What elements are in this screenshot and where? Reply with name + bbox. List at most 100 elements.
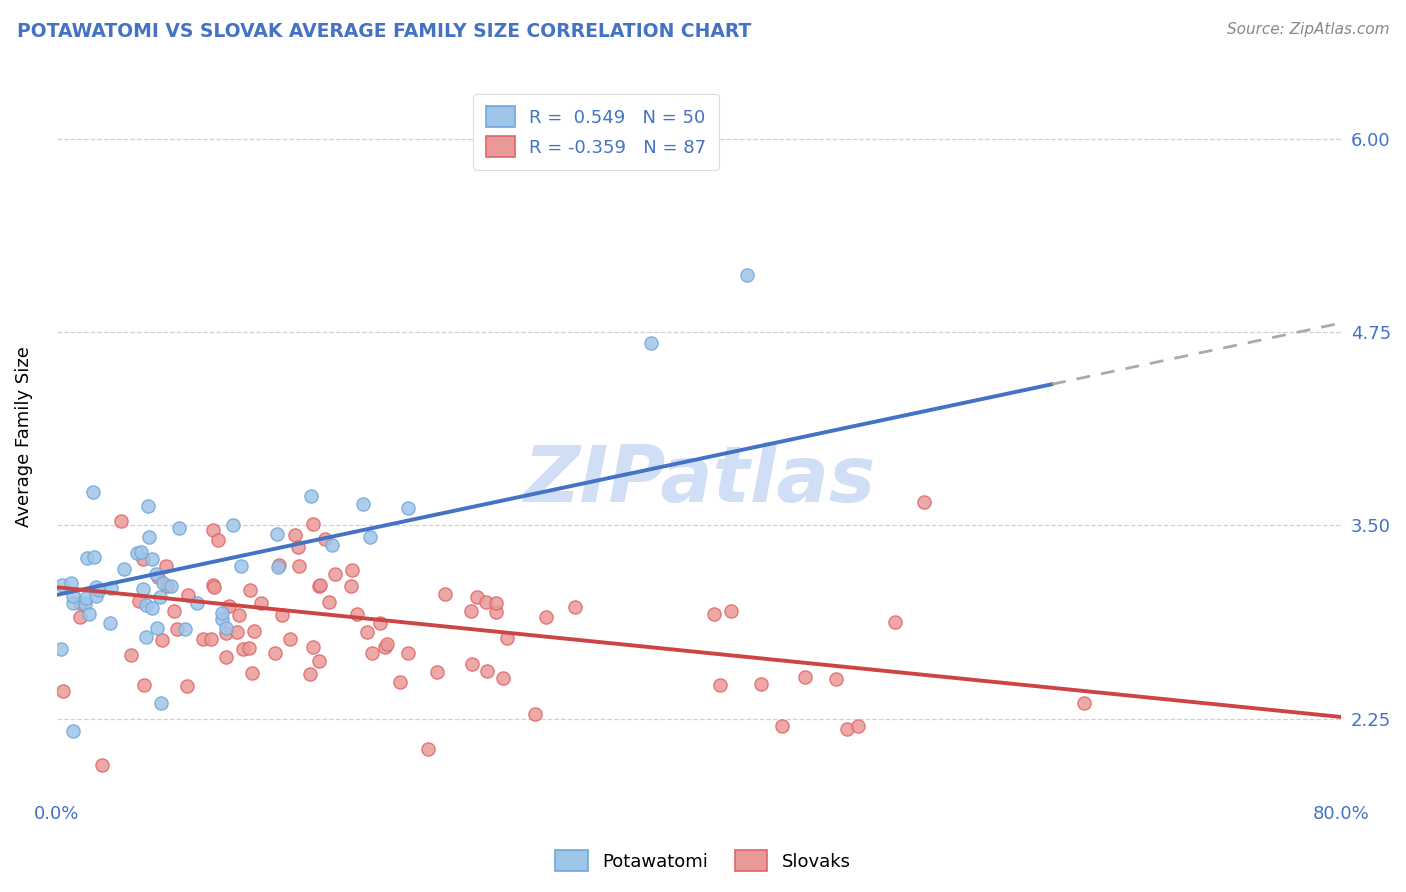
Point	[298, 667, 321, 681]
Point	[301, 516, 323, 531]
Point	[221, 518, 243, 533]
Point	[155, 559, 177, 574]
Point	[912, 495, 935, 509]
Point	[69, 596, 91, 610]
Point	[62, 724, 84, 739]
Point	[396, 500, 419, 515]
Point	[396, 646, 419, 660]
Point	[141, 551, 163, 566]
Point	[186, 596, 208, 610]
Point	[62, 589, 84, 603]
Text: Source: ZipAtlas.com: Source: ZipAtlas.com	[1226, 22, 1389, 37]
Point	[211, 612, 233, 626]
Point	[207, 533, 229, 547]
Point	[163, 603, 186, 617]
Point	[232, 642, 254, 657]
Point	[709, 678, 731, 692]
Point	[352, 497, 374, 511]
Point	[346, 607, 368, 621]
Point	[263, 646, 285, 660]
Point	[90, 757, 112, 772]
Point	[287, 541, 309, 555]
Point	[485, 605, 508, 619]
Point	[356, 625, 378, 640]
Point	[211, 607, 233, 621]
Point	[174, 622, 197, 636]
Point	[720, 604, 742, 618]
Point	[159, 579, 181, 593]
Point	[485, 596, 508, 610]
Point	[735, 268, 758, 282]
Point	[846, 719, 869, 733]
Point	[214, 626, 236, 640]
Point	[238, 582, 260, 597]
Point	[884, 615, 907, 629]
Point	[837, 722, 859, 736]
Point	[467, 591, 489, 605]
Point	[342, 563, 364, 577]
Point	[314, 533, 336, 547]
Point	[302, 640, 325, 655]
Point	[359, 530, 381, 544]
Y-axis label: Average Family Size: Average Family Size	[15, 346, 32, 527]
Point	[231, 559, 253, 574]
Point	[426, 665, 449, 679]
Point	[361, 646, 384, 660]
Point	[308, 579, 330, 593]
Point	[389, 675, 412, 690]
Point	[283, 528, 305, 542]
Point	[340, 578, 363, 592]
Point	[269, 558, 291, 572]
Point	[138, 530, 160, 544]
Point	[49, 642, 72, 657]
Point	[75, 591, 97, 606]
Point	[325, 566, 347, 581]
Point	[176, 679, 198, 693]
Text: ZIPatlas: ZIPatlas	[523, 442, 875, 517]
Point	[242, 624, 264, 639]
Point	[640, 336, 662, 351]
Point	[749, 677, 772, 691]
Point	[83, 550, 105, 565]
Point	[152, 576, 174, 591]
Point	[169, 520, 191, 534]
Point	[477, 664, 499, 678]
Point	[69, 609, 91, 624]
Point	[309, 578, 332, 592]
Point	[215, 621, 238, 635]
Point	[299, 490, 322, 504]
Point	[141, 600, 163, 615]
Point	[84, 580, 107, 594]
Point	[374, 640, 396, 655]
Point	[135, 598, 157, 612]
Point	[793, 670, 815, 684]
Point	[228, 607, 250, 622]
Point	[266, 527, 288, 541]
Point	[524, 706, 547, 721]
Point	[201, 523, 224, 537]
Point	[308, 654, 330, 668]
Point	[73, 597, 96, 611]
Point	[84, 589, 107, 603]
Point	[100, 581, 122, 595]
Point	[238, 640, 260, 655]
Point	[146, 621, 169, 635]
Point	[433, 587, 456, 601]
Point	[132, 551, 155, 566]
Point	[492, 671, 515, 685]
Point	[321, 538, 343, 552]
Point	[460, 603, 482, 617]
Point	[226, 625, 249, 640]
Point	[146, 570, 169, 584]
Legend: R =  0.549   N = 50, R = -0.359   N = 87: R = 0.549 N = 50, R = -0.359 N = 87	[474, 94, 718, 169]
Point	[202, 578, 225, 592]
Point	[120, 648, 142, 663]
Point	[368, 615, 391, 630]
Point	[60, 576, 83, 591]
Point	[278, 632, 301, 647]
Point	[177, 588, 200, 602]
Point	[156, 578, 179, 592]
Point	[128, 594, 150, 608]
Point	[166, 622, 188, 636]
Point	[77, 607, 100, 621]
